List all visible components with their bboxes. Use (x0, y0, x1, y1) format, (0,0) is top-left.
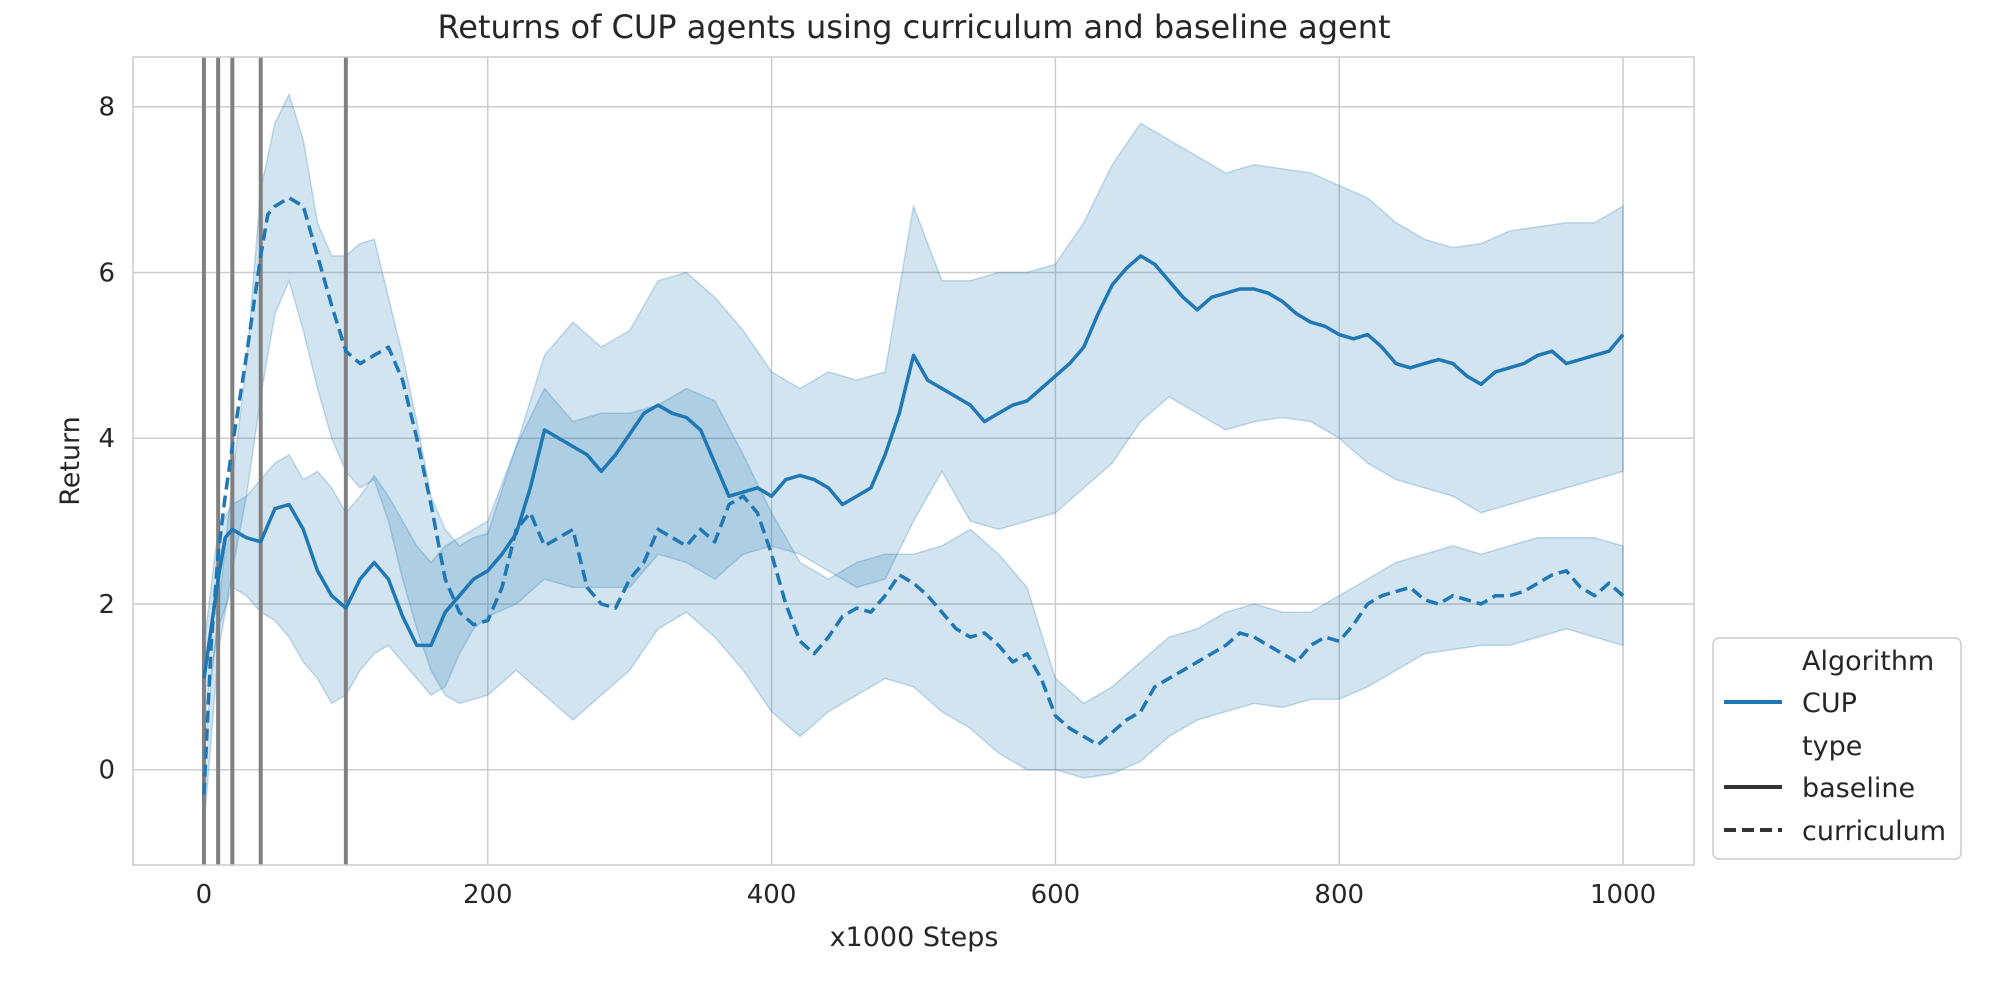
legend-title-type: type (1802, 731, 1862, 762)
series-line-baseline (202, 254, 1625, 679)
y-tick-label: 4 (98, 424, 115, 454)
legend-entry-curriculum: curriculum (1802, 816, 1946, 847)
confidence-bands (203, 92, 1624, 828)
band-baseline (203, 122, 1624, 721)
x-tick-label: 800 (1314, 880, 1364, 910)
y-tick-label: 2 (98, 590, 115, 620)
y-tick-label: 8 (98, 93, 115, 123)
y-tick-label: 6 (98, 258, 115, 288)
x-tick-label: 200 (463, 880, 513, 910)
x-tick-label: 600 (1031, 880, 1081, 910)
legend-title-algorithm: Algorithm (1802, 646, 1934, 677)
band-curriculum (203, 92, 1624, 828)
legend-entry-cup: CUP (1802, 688, 1857, 719)
x-tick-label: 0 (196, 880, 213, 910)
x-axis-label: x1000 Steps (830, 922, 999, 953)
x-tick-label: 400 (747, 880, 797, 910)
chart-title: Returns of CUP agents using curriculum a… (437, 8, 1390, 46)
vertical-markers (201, 57, 348, 865)
legend: Algorithm CUP type baseline curriculum (1712, 637, 1962, 860)
y-tick-label: 0 (98, 756, 115, 786)
series-line-curriculum (202, 196, 1625, 795)
legend-entry-baseline: baseline (1802, 773, 1915, 804)
grid (133, 57, 1694, 865)
x-tick-label: 1000 (1590, 880, 1656, 910)
legend-box (1712, 637, 1962, 860)
plot-frame (132, 56, 1695, 866)
tick-labels: 0 200 400 600 800 1000 0 2 4 6 8 (98, 93, 1656, 910)
y-axis-label: Return (55, 416, 86, 506)
series-lines (202, 196, 1625, 795)
